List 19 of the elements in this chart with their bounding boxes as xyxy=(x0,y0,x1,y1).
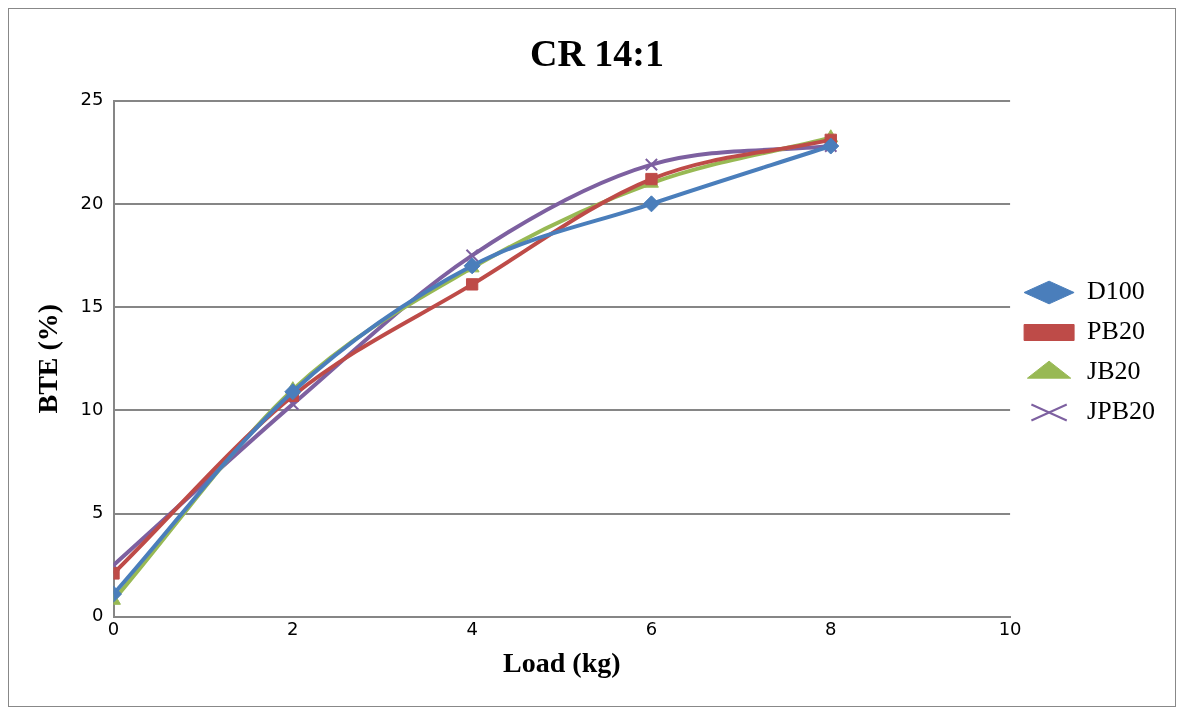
legend-label: PB20 xyxy=(1087,316,1145,346)
y-tick-label: 5 xyxy=(92,501,104,523)
y-tick-label: 25 xyxy=(80,88,104,110)
x-tick-label: 2 xyxy=(287,618,299,640)
y-tick-label: 0 xyxy=(92,604,104,626)
x-tick-label: 6 xyxy=(645,618,658,640)
y-tick-label: 15 xyxy=(80,294,104,316)
x-tick-label: 8 xyxy=(825,618,837,640)
x-tick-label: 10 xyxy=(998,618,1022,640)
y-axis-title: BTE (%) xyxy=(32,303,64,414)
y-tick-label: 20 xyxy=(80,191,104,213)
x-tick-label: 4 xyxy=(466,618,478,640)
legend-label: JPB20 xyxy=(1087,396,1155,426)
x-axis-title: Load (kg) xyxy=(503,647,621,679)
x-tick-label: 0 xyxy=(107,618,120,640)
legend-label: JB20 xyxy=(1087,356,1141,386)
chart-title: CR 14:1 xyxy=(529,31,665,74)
y-tick-label: 10 xyxy=(80,397,104,419)
legend-label: D100 xyxy=(1087,276,1145,306)
